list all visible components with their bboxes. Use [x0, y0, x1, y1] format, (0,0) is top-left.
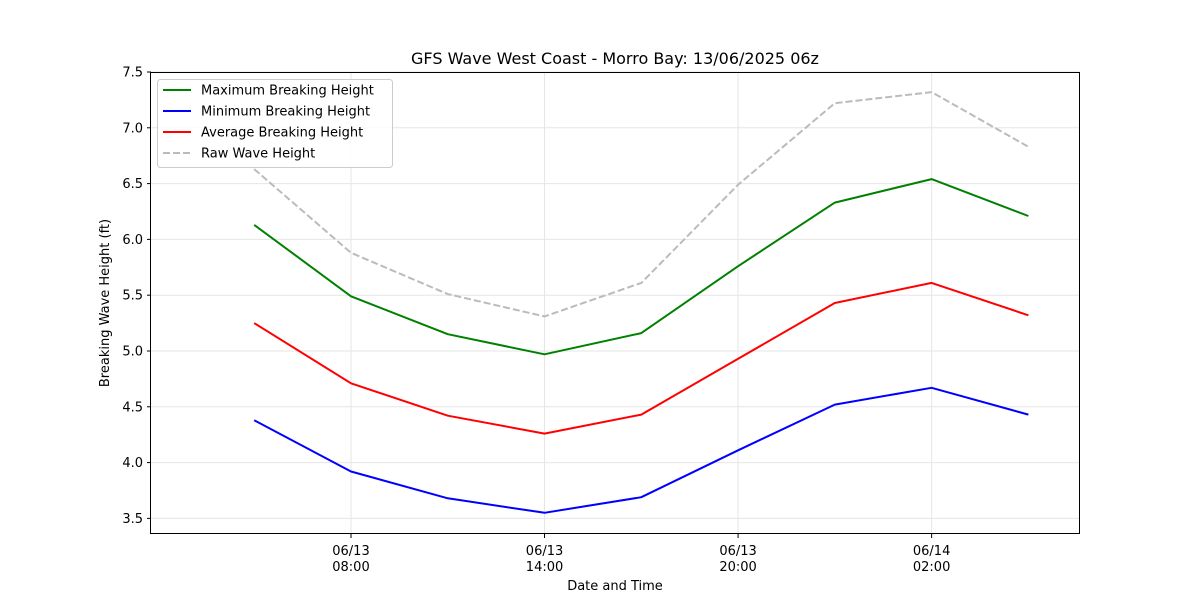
series-line-raw-wave-height	[253, 91, 1029, 318]
legend-box	[157, 79, 393, 168]
x-tick-label-time: 14:00	[526, 560, 563, 575]
legend-label: Minimum Breaking Height	[201, 105, 370, 120]
series-layer	[253, 91, 1029, 514]
series-line-average-breaking-height	[253, 281, 1029, 435]
y-tick-label: 6.0	[122, 233, 143, 248]
legend: Maximum Breaking Height Minimum Breaking …	[157, 79, 393, 168]
plot-frame	[150, 72, 1080, 534]
y-tick-label: 4.5	[122, 400, 143, 415]
y-axis-label: Breaking Wave Height (ft)	[98, 219, 113, 387]
y-tick-label: 7.5	[122, 66, 143, 81]
series-line-minimum-breaking-height	[253, 386, 1029, 514]
y-tick-label: 5.0	[122, 344, 143, 359]
x-tick-label-date: 06/13	[719, 544, 756, 559]
y-tick-label: 7.0	[122, 121, 143, 136]
x-axis-label: Date and Time	[567, 579, 663, 594]
y-tick-label: 5.5	[122, 289, 143, 304]
x-tick-label-time: 20:00	[719, 560, 756, 575]
x-tick-label-date: 06/14	[913, 544, 950, 559]
x-tick-label-time: 08:00	[332, 560, 369, 575]
x-tick-label-time: 02:00	[913, 560, 950, 575]
x-tick-label-date: 06/13	[526, 544, 563, 559]
series-line-maximum-breaking-height	[253, 178, 1029, 356]
legend-label: Raw Wave Height	[201, 147, 315, 162]
legend-label: Average Breaking Height	[201, 126, 363, 141]
legend-label: Maximum Breaking Height	[201, 84, 374, 99]
x-tick-label-date: 06/13	[332, 544, 369, 559]
y-tick-label: 4.0	[122, 456, 143, 471]
y-axis-ticks: 3.5 4.0 4.5 5.0 5.5 6.0 6.5 7.0 7.5	[122, 66, 151, 527]
y-tick-label: 3.5	[122, 512, 143, 527]
y-tick-label: 6.5	[122, 177, 143, 192]
chart-title: GFS Wave West Coast - Morro Bay: 13/06/2…	[411, 49, 819, 68]
